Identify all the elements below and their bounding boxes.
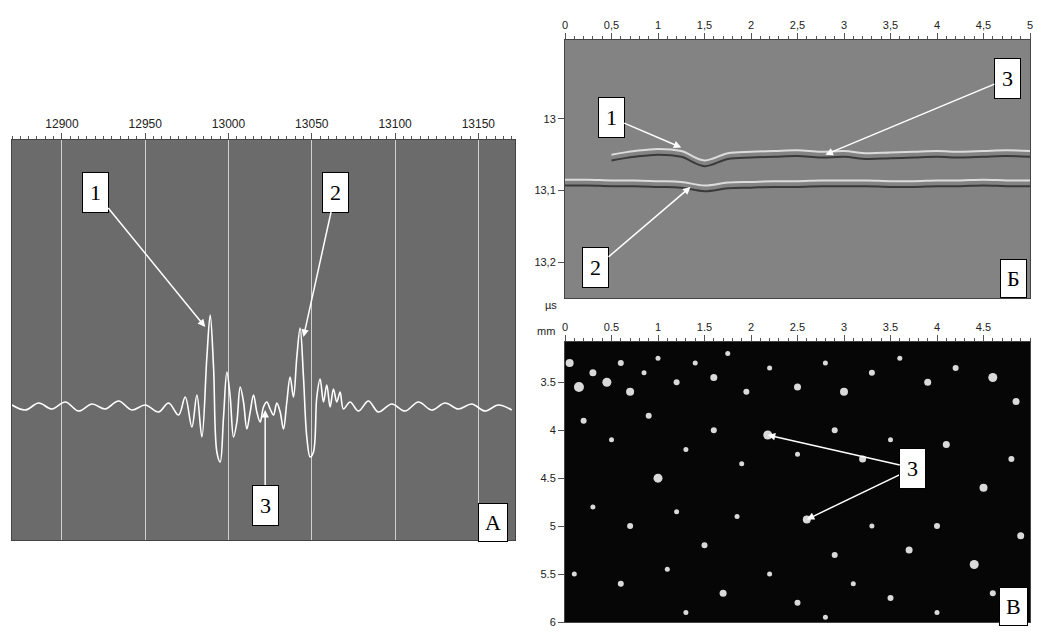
svg-text:13,1: 13,1 <box>534 184 555 196</box>
svg-text:1: 1 <box>90 180 101 205</box>
svg-text:3,5: 3,5 <box>883 19 898 31</box>
svg-text:13: 13 <box>544 113 556 125</box>
svg-text:5: 5 <box>1027 19 1033 31</box>
svg-text:13050: 13050 <box>295 117 329 131</box>
svg-text:5.5: 5.5 <box>541 568 556 580</box>
svg-text:µs: µs <box>545 299 557 311</box>
svg-text:0,5: 0,5 <box>604 19 619 31</box>
svg-text:4,5: 4,5 <box>976 19 991 31</box>
svg-text:0: 0 <box>562 321 568 333</box>
svg-text:5: 5 <box>550 520 556 532</box>
svg-text:2: 2 <box>330 180 341 205</box>
svg-text:13100: 13100 <box>378 117 412 131</box>
svg-text:4.5: 4.5 <box>976 321 991 333</box>
svg-text:1: 1 <box>606 105 617 130</box>
svg-text:1: 1 <box>655 19 661 31</box>
svg-text:3.5: 3.5 <box>541 376 556 388</box>
svg-text:1: 1 <box>655 321 661 333</box>
svg-text:3.5: 3.5 <box>883 321 898 333</box>
svg-text:В: В <box>1006 594 1021 619</box>
svg-text:mm: mm <box>537 325 555 337</box>
svg-text:3: 3 <box>260 493 271 518</box>
svg-text:4: 4 <box>934 19 940 31</box>
svg-text:0.5: 0.5 <box>604 321 619 333</box>
svg-text:2: 2 <box>748 321 754 333</box>
svg-text:13,2: 13,2 <box>534 256 555 268</box>
svg-text:А: А <box>485 510 501 535</box>
svg-text:13000: 13000 <box>212 117 246 131</box>
svg-text:6: 6 <box>550 616 556 628</box>
svg-text:3: 3 <box>907 456 918 481</box>
svg-text:1.5: 1.5 <box>697 321 712 333</box>
svg-text:3: 3 <box>841 321 847 333</box>
svg-text:1,5: 1,5 <box>697 19 712 31</box>
svg-text:3: 3 <box>841 19 847 31</box>
svg-text:0: 0 <box>562 19 568 31</box>
svg-text:2: 2 <box>748 19 754 31</box>
svg-text:4: 4 <box>934 321 940 333</box>
svg-text:13150: 13150 <box>462 117 496 131</box>
svg-text:2.5: 2.5 <box>790 321 805 333</box>
svg-text:4: 4 <box>550 424 556 436</box>
svg-text:12900: 12900 <box>45 117 79 131</box>
svg-text:Б: Б <box>1007 266 1020 291</box>
svg-text:4.5: 4.5 <box>541 472 556 484</box>
svg-text:12950: 12950 <box>129 117 163 131</box>
svg-text:2,5: 2,5 <box>790 19 805 31</box>
svg-text:3: 3 <box>1002 66 1013 91</box>
svg-text:2: 2 <box>590 255 601 280</box>
